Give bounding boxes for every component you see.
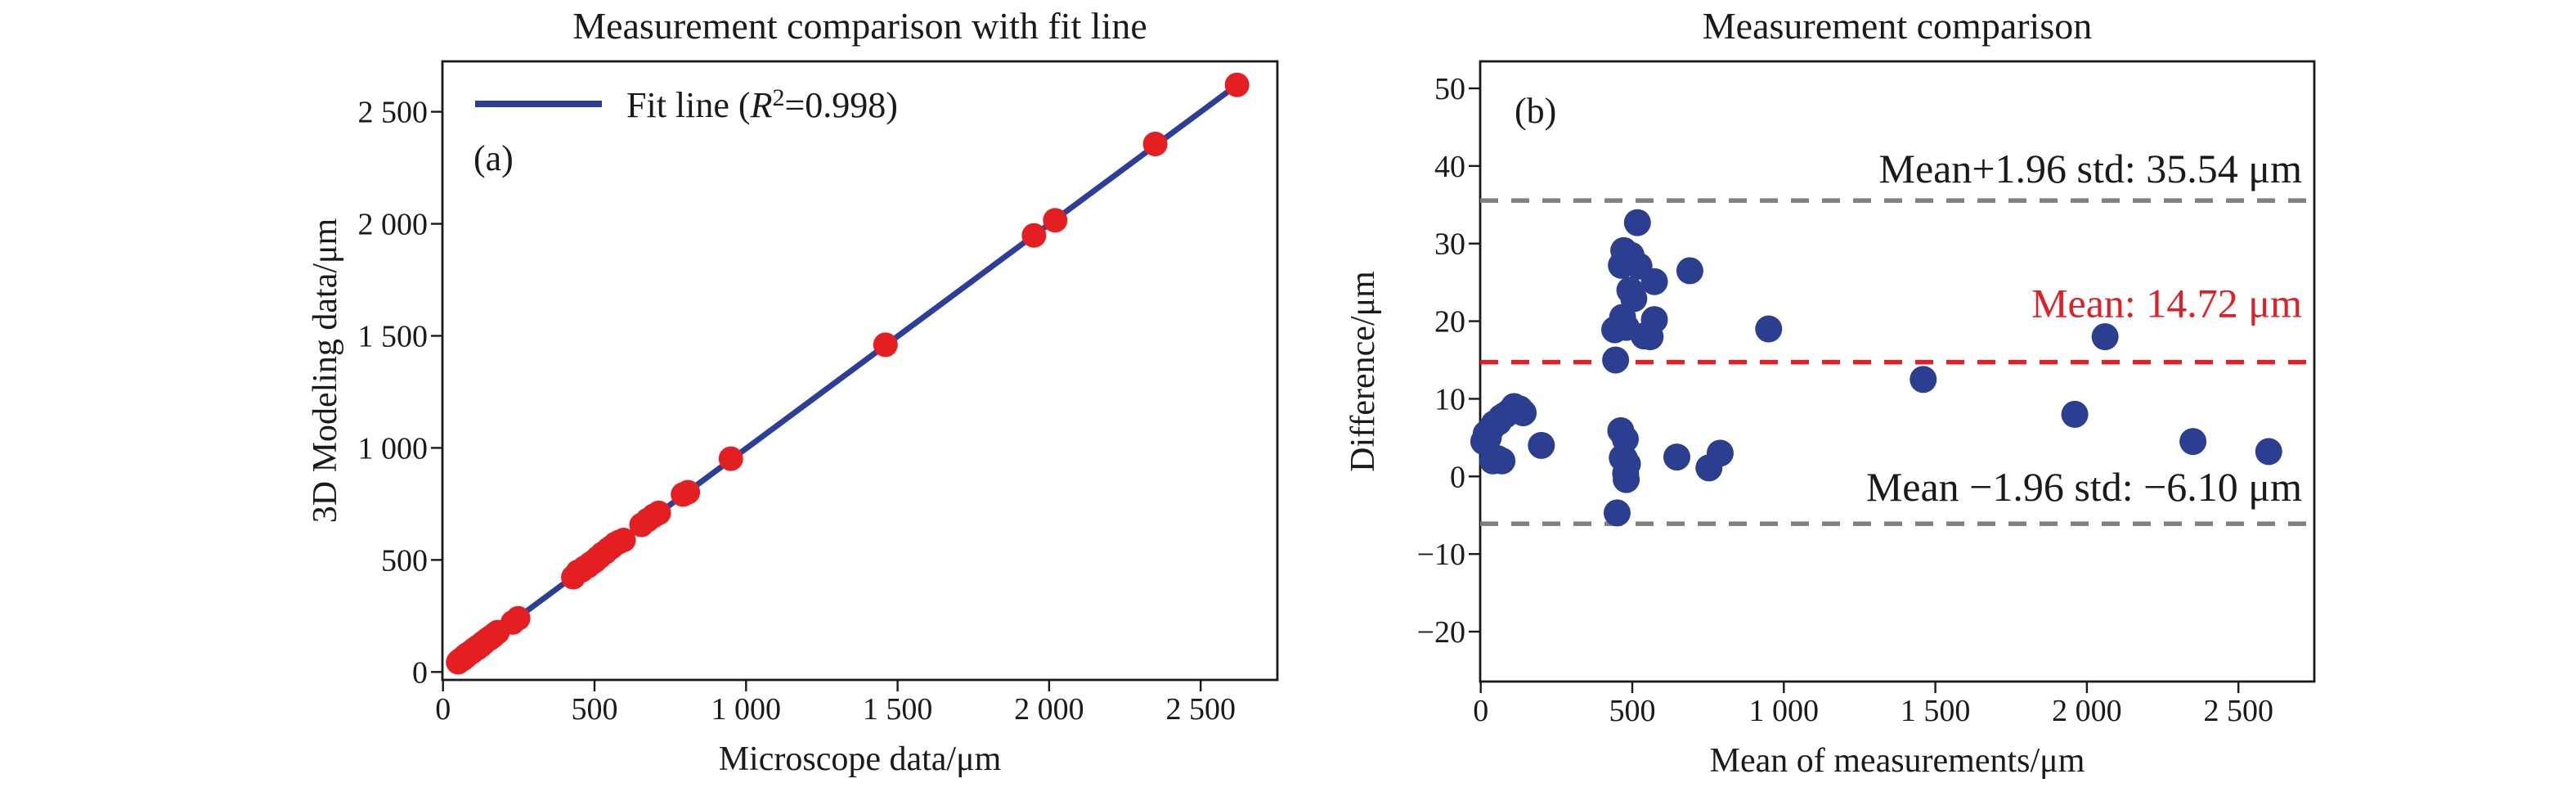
svg-text:500: 500: [1609, 694, 1656, 728]
svg-text:Mean+1.96 std: 35.54 μm: Mean+1.96 std: 35.54 μm: [1879, 146, 2303, 191]
svg-text:(b): (b): [1515, 91, 1556, 131]
svg-text:500: 500: [572, 692, 618, 727]
svg-text:1 000: 1 000: [1749, 694, 1820, 728]
svg-text:Microscope data/μm: Microscope data/μm: [719, 740, 1002, 778]
svg-text:0: 0: [1450, 460, 1465, 494]
svg-text:30: 30: [1434, 227, 1465, 262]
svg-text:0: 0: [1473, 694, 1488, 728]
svg-text:0: 0: [435, 692, 451, 727]
svg-text:500: 500: [381, 543, 428, 578]
svg-text:2 000: 2 000: [358, 208, 429, 242]
svg-text:1 000: 1 000: [711, 692, 782, 727]
svg-text:1 500: 1 500: [1901, 694, 1971, 728]
svg-text:−20: −20: [1417, 615, 1465, 650]
svg-text:1 000: 1 000: [358, 431, 429, 466]
svg-text:Measurement comparison with fi: Measurement comparison with fit line: [572, 5, 1147, 47]
svg-text:1 500: 1 500: [358, 319, 429, 353]
svg-text:Mean −1.96 std: −6.10 μm: Mean −1.96 std: −6.10 μm: [1866, 464, 2302, 510]
svg-text:Fit line (R2=0.998): Fit line (R2=0.998): [626, 84, 898, 125]
svg-text:0: 0: [412, 655, 428, 690]
svg-text:2 500: 2 500: [2203, 694, 2273, 728]
svg-text:Measurement comparison: Measurement comparison: [1703, 5, 2092, 47]
svg-text:2 000: 2 000: [2052, 694, 2122, 728]
svg-text:3D Modeling data/μm: 3D Modeling data/μm: [307, 218, 344, 523]
svg-text:1 500: 1 500: [863, 692, 933, 727]
svg-text:40: 40: [1434, 150, 1465, 184]
svg-text:Mean of measurements/μm: Mean of measurements/μm: [1710, 742, 2085, 780]
svg-text:−10: −10: [1417, 538, 1465, 572]
svg-text:2 500: 2 500: [1165, 692, 1236, 727]
svg-text:20: 20: [1434, 305, 1465, 340]
svg-text:2 500: 2 500: [358, 96, 429, 130]
svg-text:10: 10: [1434, 382, 1465, 416]
svg-text:50: 50: [1434, 72, 1465, 106]
svg-text:2 000: 2 000: [1014, 692, 1084, 727]
svg-text:Difference/μm: Difference/μm: [1344, 271, 1382, 472]
svg-text:(a): (a): [473, 138, 514, 178]
svg-text:Mean: 14.72 μm: Mean: 14.72 μm: [2031, 281, 2302, 326]
